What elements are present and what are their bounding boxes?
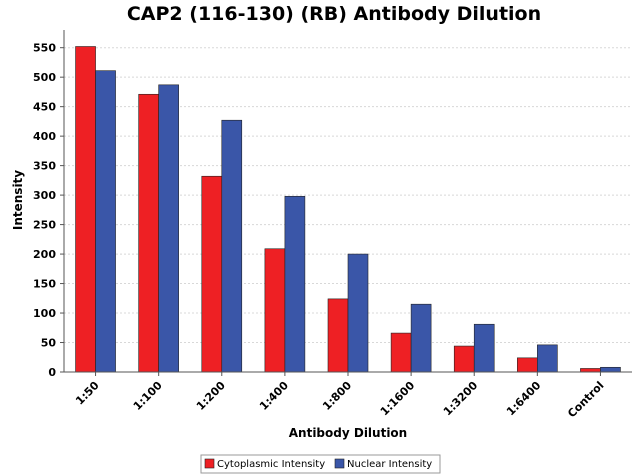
y-tick-label: 450 xyxy=(33,101,56,114)
bar-cytoplasmic xyxy=(138,93,159,373)
x-tick-label: 1:6400 xyxy=(504,379,544,419)
bar-nuclear xyxy=(284,195,306,373)
y-tick-label: 0 xyxy=(48,366,56,379)
y-tick-label: 550 xyxy=(33,42,56,55)
y-axis-label: Intensity xyxy=(11,170,25,230)
y-tick-label: 50 xyxy=(41,337,57,350)
bar-nuclear xyxy=(410,303,432,373)
x-tick-labels: 1:50 1:100 1:200 1:400 1:800 1:1600 1:3200 1:64… xyxy=(73,372,607,420)
y-tick-label: 100 xyxy=(33,307,56,320)
bar-nuclear xyxy=(95,70,116,373)
x-axis-label: Antibody Dilution xyxy=(289,426,407,440)
bar-cytoplasmic xyxy=(264,248,286,373)
legend-box xyxy=(200,454,441,474)
chart-title: CAP2 (116-130) (RB) Antibody Dilution xyxy=(127,3,541,25)
bar-nuclear xyxy=(158,84,179,373)
legend-swatch xyxy=(334,458,345,469)
legend-entry: Cytoplasmic Intensity xyxy=(217,459,325,470)
bars xyxy=(75,46,621,373)
y-tick-labels: 0 50 100 150 200 250 300 350 400 450 500 550 xyxy=(33,42,64,379)
x-tick-label: 1:50 xyxy=(73,379,102,408)
bar-cytoplasmic xyxy=(390,332,412,373)
y-tick-label: 350 xyxy=(33,160,56,173)
y-tick-label: 150 xyxy=(33,278,56,291)
bar-cytoplasmic xyxy=(517,357,538,373)
y-tick-label: 300 xyxy=(33,189,56,202)
y-tick-label: 400 xyxy=(33,130,56,143)
x-tick-label: 1:1600 xyxy=(378,379,418,419)
bar-cytoplasmic xyxy=(580,368,601,373)
bar-cytoplasmic xyxy=(453,345,475,373)
bar-nuclear xyxy=(473,323,495,373)
bar-cytoplasmic xyxy=(327,298,349,373)
x-tick-label: 1:200 xyxy=(194,379,228,413)
y-tick-label: 250 xyxy=(33,219,56,232)
bar-nuclear xyxy=(347,253,369,373)
y-tick-label: 200 xyxy=(33,248,56,261)
x-tick-label: 1:800 xyxy=(320,379,354,413)
x-tick-label: 1:100 xyxy=(131,379,165,413)
x-tick-label: 1:3200 xyxy=(441,379,481,419)
legend-swatch xyxy=(204,458,215,469)
x-tick-label: Control xyxy=(565,379,606,420)
legend: Cytoplasmic Intensity Nuclear Intensity xyxy=(200,454,441,474)
bar-cytoplasmic xyxy=(75,46,96,373)
y-tick-label: 500 xyxy=(33,71,56,84)
bar-nuclear xyxy=(221,119,243,373)
bar-nuclear xyxy=(600,366,621,373)
bar-nuclear xyxy=(537,344,558,373)
legend-entry: Nuclear Intensity xyxy=(347,459,432,470)
x-tick-label: 1:400 xyxy=(257,379,291,413)
bar-cytoplasmic xyxy=(201,175,223,373)
